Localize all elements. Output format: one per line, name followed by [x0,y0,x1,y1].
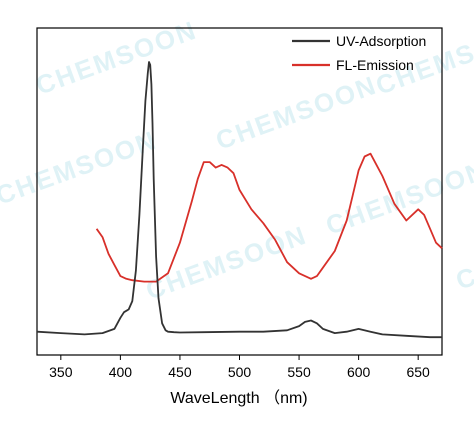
legend-label-fl-emission: FL-Emission [336,57,414,73]
x-tick-label: 550 [287,364,311,380]
x-tick-label: 350 [49,364,73,380]
watermark-text: CHEMSOON [212,70,381,156]
x-tick-label: 600 [347,364,371,380]
x-tick-label: 650 [406,364,430,380]
x-axis-title: WaveLength （nm) [170,389,307,407]
series-line-fl-emission [95,152,443,283]
x-tick-label: 500 [228,364,252,380]
x-axis-ticks: 350 400 450 500 550 600 650 [49,355,430,380]
x-tick-label: 400 [109,364,133,380]
legend-label-uv-adsorption: UV-Adsorption [336,33,426,49]
x-tick-label: 450 [168,364,192,380]
watermark-text: CHEMSOON [0,125,161,211]
series-layer [36,61,443,339]
watermark-text: CHEMSOON [142,220,311,306]
legend: UV-Adsorption FL-Emission [292,33,426,73]
watermark-text: CHEMSOON [452,210,474,296]
series-line-uv-adsorption [36,61,442,339]
